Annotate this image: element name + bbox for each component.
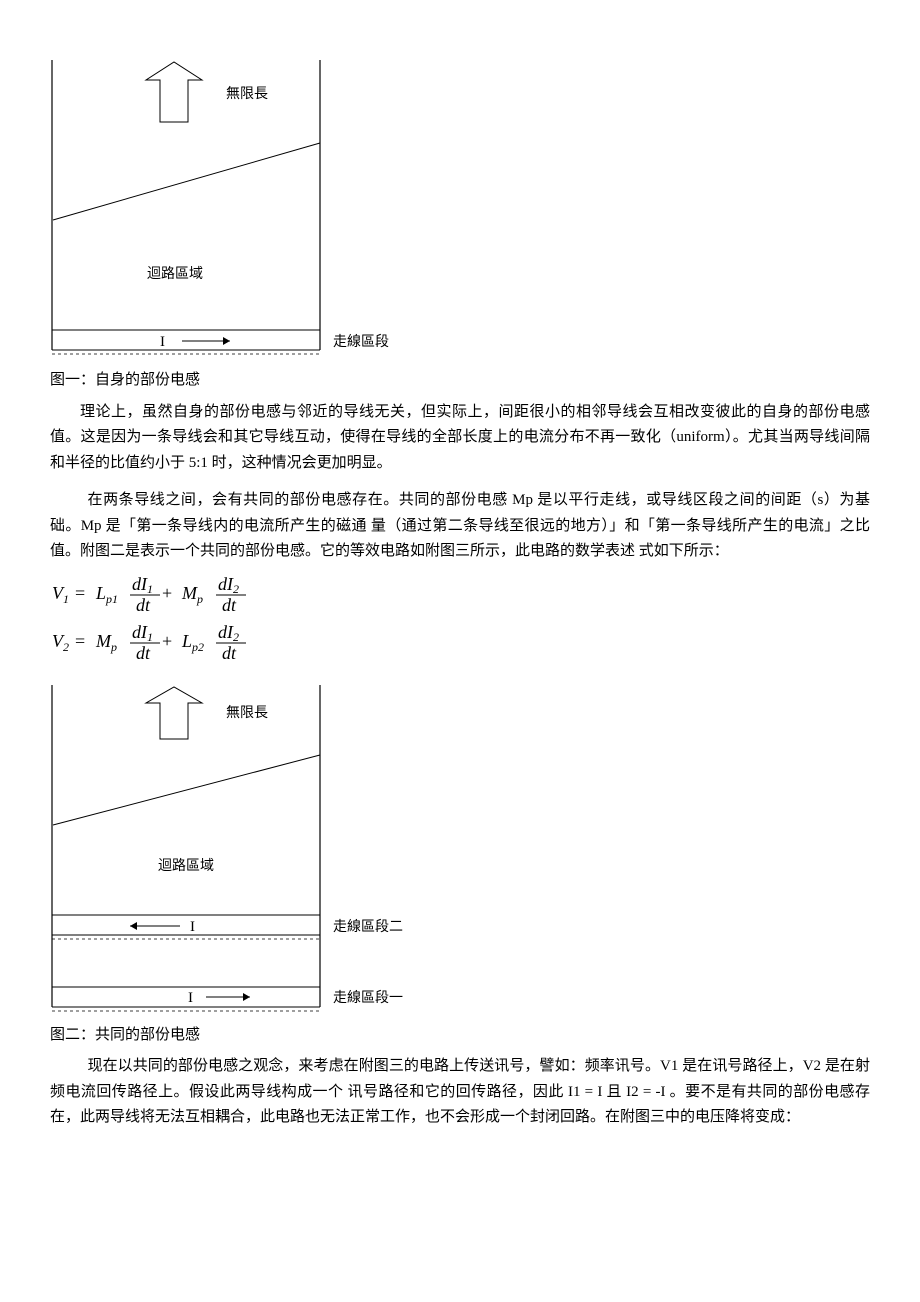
label-infinite: 無限長 xyxy=(226,86,268,102)
figure-2: 無限長 迴路區域 I 走線區段二 I 走線區段一 xyxy=(50,685,870,1015)
svg-text:dt: dt xyxy=(136,643,151,663)
svg-text:V1: V1 xyxy=(52,583,69,606)
caption-1: 图一：自身的部份电感 xyxy=(50,368,870,394)
svg-text:dt: dt xyxy=(222,595,237,615)
equations-block: V1 = Lp1 dI1 dt + Mp dI2 dt V2 = Mp dI1 … xyxy=(50,573,870,673)
label-loop-2: 迴路區域 xyxy=(158,858,214,874)
paragraph-2: 在两条导线之间，会有共同的部份电感存在。共同的部份电感 Mp 是以平行走线，或导… xyxy=(50,488,870,565)
paragraph-1: 理论上，虽然自身的部份电感与邻近的导线无关，但实际上，间距很小的相邻导线会互相改… xyxy=(50,400,870,477)
figure-1: 無限長 迴路區域 I 走線區段 xyxy=(50,60,870,360)
svg-text:dI1: dI1 xyxy=(132,622,153,644)
svg-text:dI2: dI2 xyxy=(218,622,239,644)
paragraph-3: 现在以共同的部份电感之观念，来考虑在附图三的电路上传送讯号，譬如：频率讯号。V1… xyxy=(50,1054,870,1131)
equations-svg: V1 = Lp1 dI1 dt + Mp dI2 dt V2 = Mp dI1 … xyxy=(50,573,310,673)
svg-text:dI2: dI2 xyxy=(218,574,239,596)
label-segment-1: 走線區段一 xyxy=(333,990,403,1006)
label-loop: 迴路區域 xyxy=(147,266,203,282)
svg-text:V2: V2 xyxy=(52,631,69,654)
svg-text:+: + xyxy=(162,583,172,603)
up-arrow-icon xyxy=(146,62,202,122)
svg-text:Lp1: Lp1 xyxy=(95,583,118,606)
up-arrow-icon-2 xyxy=(146,687,202,739)
label-infinite-2: 無限長 xyxy=(226,705,268,721)
label-segment-2: 走線區段二 xyxy=(333,919,403,935)
label-current: I xyxy=(160,334,165,350)
svg-text:+: + xyxy=(162,631,172,651)
svg-text:dt: dt xyxy=(222,643,237,663)
label-segment: 走線區段 xyxy=(333,334,389,350)
figure-1-svg: 無限長 迴路區域 I 走線區段 xyxy=(50,60,395,360)
caption-2: 图二：共同的部份电感 xyxy=(50,1023,870,1049)
svg-text:Mp: Mp xyxy=(95,631,117,654)
svg-text:Lp2: Lp2 xyxy=(181,631,204,654)
figure-2-svg: 無限長 迴路區域 I 走線區段二 I 走線區段一 xyxy=(50,685,420,1015)
svg-text:=: = xyxy=(75,583,85,603)
svg-text:dt: dt xyxy=(136,595,151,615)
label-current-1: I xyxy=(188,990,193,1006)
svg-text:dI1: dI1 xyxy=(132,574,153,596)
svg-text:=: = xyxy=(75,631,85,651)
svg-text:Mp: Mp xyxy=(181,583,203,606)
label-current-2: I xyxy=(190,919,195,935)
